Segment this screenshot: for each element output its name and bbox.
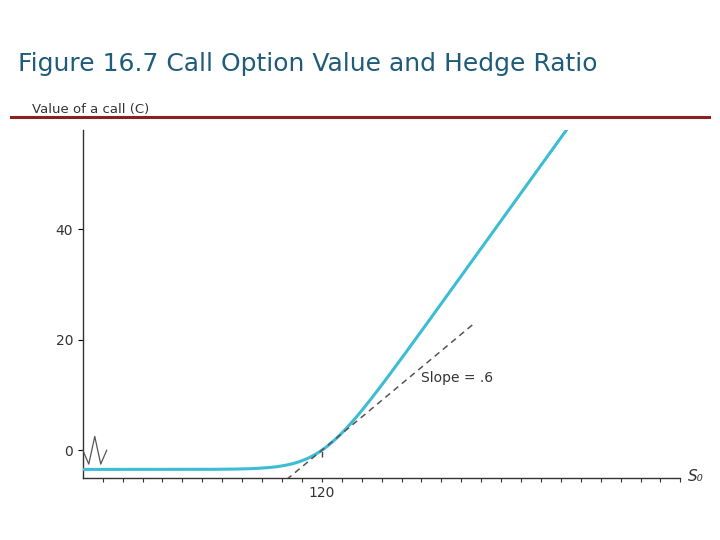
Text: Slope = .6: Slope = .6 [421, 372, 494, 386]
Text: Copyright © 2017  Mc. Graw-Hill Education. All rights reserved. No reproduction : Copyright © 2017 Mc. Graw-Hill Education… [11, 519, 575, 526]
Text: Figure 16.7 Call Option Value and Hedge Ratio: Figure 16.7 Call Option Value and Hedge … [18, 52, 598, 77]
Text: S₀: S₀ [688, 469, 704, 484]
Text: 120: 120 [309, 486, 335, 500]
Text: Value of a call (C): Value of a call (C) [32, 103, 149, 116]
Text: 26: 26 [680, 515, 702, 530]
